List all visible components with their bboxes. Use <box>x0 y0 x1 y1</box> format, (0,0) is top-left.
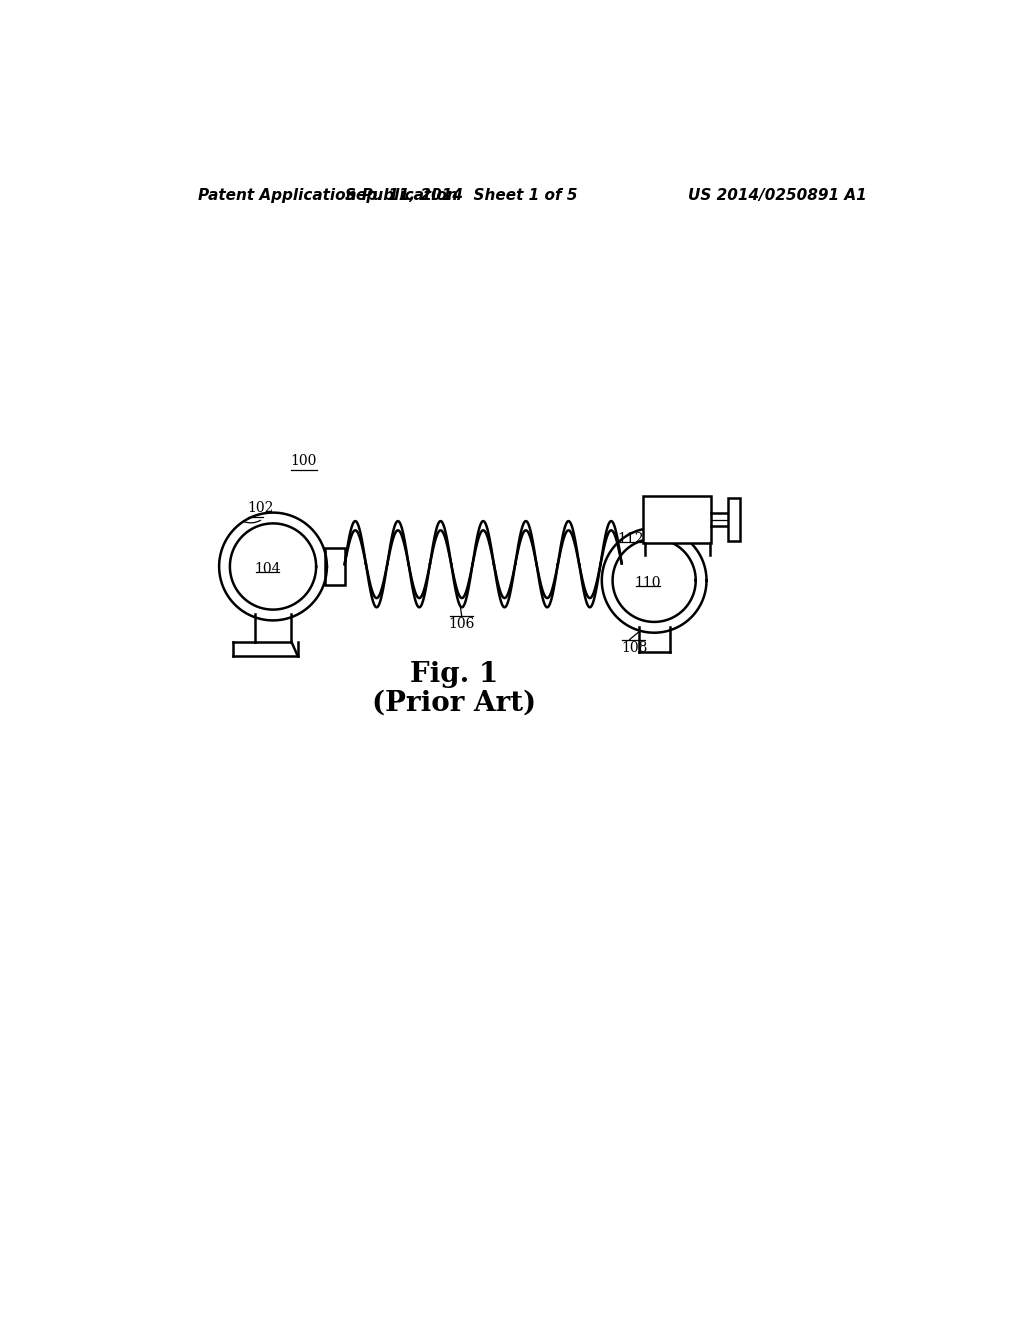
Text: (Prior Art): (Prior Art) <box>372 690 536 717</box>
Text: 108: 108 <box>622 642 648 655</box>
Text: Sep. 11, 2014  Sheet 1 of 5: Sep. 11, 2014 Sheet 1 of 5 <box>345 187 578 203</box>
Text: 102: 102 <box>248 500 274 515</box>
Text: US 2014/0250891 A1: US 2014/0250891 A1 <box>688 187 866 203</box>
Text: 106: 106 <box>449 618 475 631</box>
Text: 110: 110 <box>635 576 662 590</box>
Bar <box>728 499 740 541</box>
Text: Fig. 1: Fig. 1 <box>410 661 498 688</box>
Bar <box>326 548 345 585</box>
Text: 104: 104 <box>254 562 281 576</box>
Text: Patent Application Publication: Patent Application Publication <box>199 187 458 203</box>
Bar <box>643 496 711 544</box>
Text: 112: 112 <box>617 532 644 545</box>
Text: 100: 100 <box>291 454 317 469</box>
